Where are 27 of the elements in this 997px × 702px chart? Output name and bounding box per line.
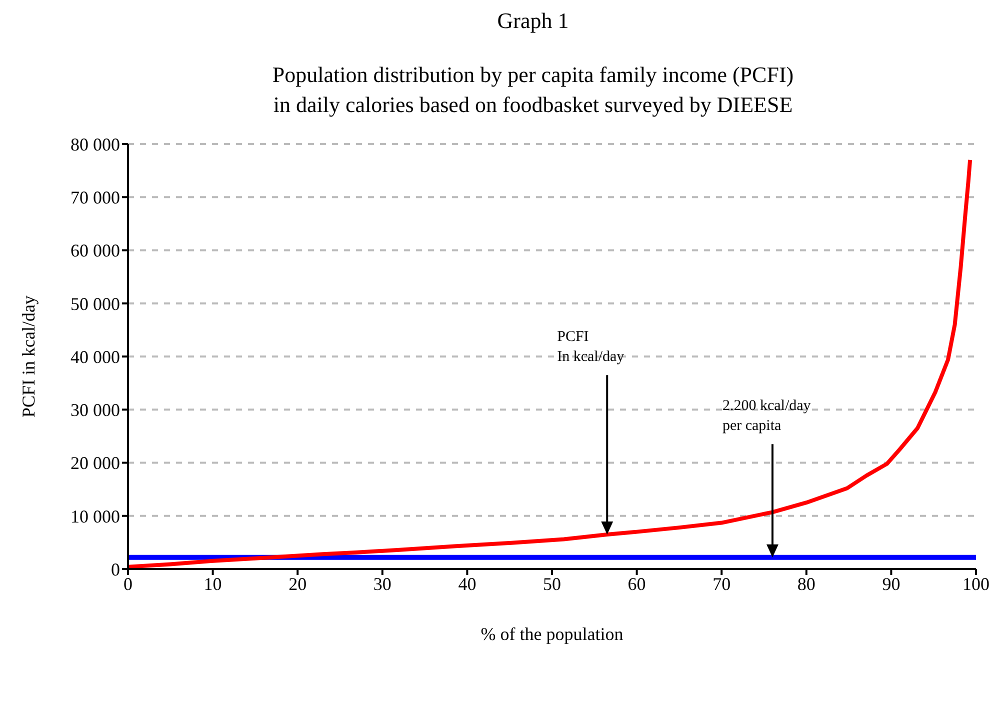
x-tick-label: 40 — [458, 574, 476, 594]
y-tick-label: 10 000 — [70, 506, 120, 526]
x-tick-label: 90 — [882, 574, 900, 594]
y-tick-label: 40 000 — [70, 346, 120, 367]
x-tick-label: 100 — [962, 574, 990, 594]
x-tick-label: 70 — [712, 574, 731, 594]
x-tick-label: 0 — [124, 574, 132, 594]
x-tick-label: 30 — [373, 574, 392, 594]
chart-title: Graph 1 — [496, 8, 570, 34]
y-tick-label: 20 000 — [70, 453, 120, 474]
annotation: PCFI In kcal/day — [557, 329, 625, 366]
y-tick-label: 50 000 — [70, 294, 120, 314]
y-tick-label: 30 000 — [70, 400, 120, 420]
x-tick-label: 50 — [543, 574, 561, 594]
y-axis-title: PCFI in kcal/day — [18, 296, 38, 418]
y-tick-label: 0 — [111, 559, 120, 580]
y-tick-label: 60 000 — [70, 240, 120, 261]
y-tick-label: 70 000 — [70, 188, 120, 208]
x-tick-label: 10 — [204, 574, 222, 594]
chart-subtitle: Population distribution by per capita family income (PCFI) in daily calories based on foodbasket surveyed by DIEESE — [271, 61, 795, 119]
line-series — [128, 158, 972, 569]
x-tick-label: 60 — [628, 574, 646, 594]
x-axis-title: % of the population — [480, 624, 624, 644]
x-tick-label: 20 — [288, 574, 307, 594]
x-tick-label: 80 — [797, 574, 816, 594]
annotation: 2.200 kcal/day per capita — [722, 398, 812, 434]
y-tick-label: 80 000 — [70, 134, 120, 154]
